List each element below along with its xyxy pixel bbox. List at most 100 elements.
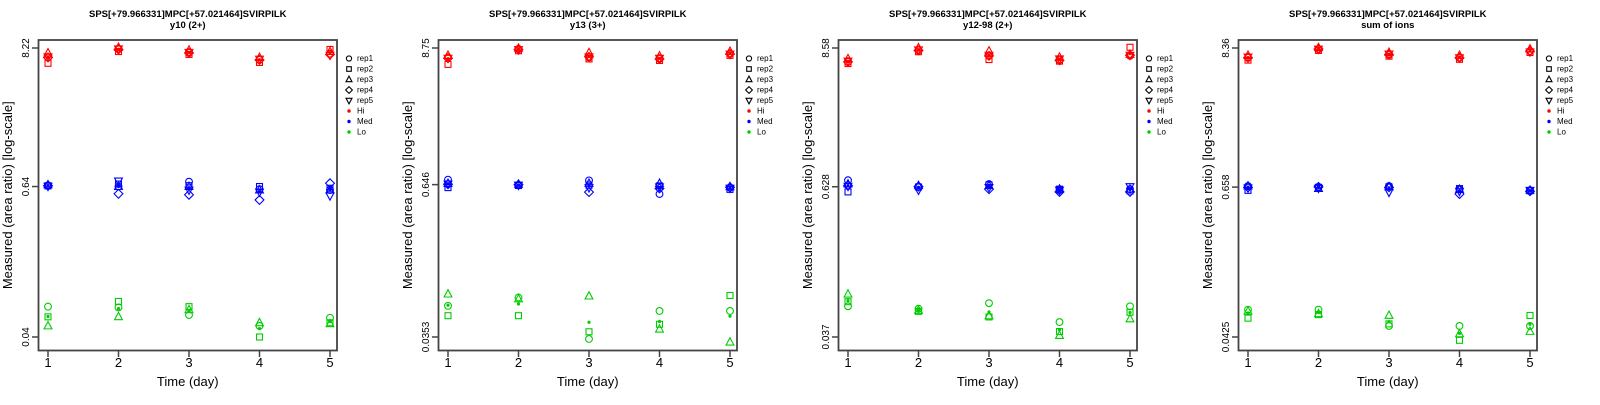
legend-rep5-icon [1545, 97, 1553, 106]
point-lo-rep3-day2 [913, 304, 924, 314]
x-tick-label: 2 [915, 355, 922, 370]
legend-rep4-icon [1544, 85, 1554, 95]
mean-dot-hi-day2 [516, 47, 521, 52]
point-lo-rep3-day1 [443, 288, 453, 298]
legend-rep3-label: rep3 [357, 75, 374, 84]
point-lo-rep3-day3 [184, 304, 194, 314]
point-med-rep3-day2 [513, 178, 524, 188]
point-lo-rep3-day2 [1313, 308, 1324, 318]
mean-dot-lo-day4 [1057, 328, 1062, 332]
point-med-rep3-day4 [1054, 183, 1065, 193]
legend-lo-label: Lo [357, 128, 366, 137]
legend-hi-label: Hi [1157, 107, 1165, 116]
point-hi-rep5-day3 [584, 53, 594, 63]
legend-rep2-label: rep2 [1157, 65, 1174, 74]
point-lo-rep2-day5 [726, 291, 734, 299]
y-tick-label: 8.22 [21, 38, 32, 58]
x-tick-label: 4 [256, 355, 263, 370]
point-med-rep5-day5 [1125, 183, 1135, 193]
point-hi-rep5-day5 [725, 50, 735, 60]
legend-rep3-label: rep3 [1157, 75, 1174, 84]
mean-dot-hi-day3 [587, 54, 591, 59]
point-med-rep3-day1 [443, 177, 453, 187]
x-tick-label: 3 [985, 355, 992, 370]
plot-canvas: SPS[+79.966331]MPC[+57.021464]SVIRPILKy1… [800, 9, 1174, 389]
point-med-rep4-day4 [654, 183, 665, 194]
legend-rep3-icon [1145, 74, 1153, 83]
point-lo-rep3-day5 [325, 318, 335, 328]
point-med-rep3-day5 [725, 181, 735, 191]
point-hi-rep5-day4 [254, 55, 265, 65]
legend-med-label: Med [1157, 117, 1173, 126]
point-hi-rep5-day4 [1054, 55, 1065, 65]
legend-rep3-icon [345, 74, 353, 83]
point-lo-rep3-day3 [584, 290, 594, 300]
legend-med-icon [1547, 119, 1551, 124]
point-hi-rep5-day4 [1454, 54, 1465, 64]
point-lo-rep1-day5 [726, 307, 734, 315]
point-lo-rep2-day1 [1244, 314, 1252, 322]
legend-lo-label: Lo [1557, 128, 1566, 137]
point-lo-rep1-day1 [44, 302, 52, 311]
mean-dot-lo-day5 [1528, 322, 1532, 326]
plot-subtitle: y12-98 (2+) [963, 20, 1012, 31]
plot-title: SPS[+79.966331]MPC[+57.021464]SVIRPILK [489, 9, 687, 20]
legend-rep2-icon [346, 66, 352, 72]
mean-dot-hi-day5 [728, 52, 732, 56]
legend-rep5-icon [345, 97, 353, 106]
point-lo-rep1-day5 [1126, 302, 1134, 311]
point-med-rep3-day1 [43, 179, 53, 189]
legend-rep4-label: rep4 [1557, 86, 1574, 95]
mean-dot-hi-day1 [46, 55, 50, 60]
mean-dot-med-day5 [1128, 187, 1132, 192]
legend-hi-label: Hi [357, 107, 365, 116]
point-med-rep5-day4 [654, 183, 665, 193]
point-lo-rep3-day5 [725, 336, 735, 346]
legend-rep1-icon [745, 55, 753, 62]
mean-dot-hi-day2 [116, 47, 121, 51]
point-med-rep4-day3 [583, 186, 595, 198]
plot-y13-3plus: SPS[+79.966331]MPC[+57.021464]SVIRPILK y1… [400, 0, 800, 400]
mean-dot-med-day5 [728, 186, 732, 190]
point-hi-rep5-day2 [513, 46, 524, 56]
mean-dot-hi-day1 [846, 59, 850, 64]
legend-rep3-label: rep3 [1557, 75, 1574, 84]
point-hi-rep5-day4 [654, 54, 665, 64]
point-med-rep5-day5 [1525, 186, 1535, 196]
mean-dot-lo-day3 [987, 310, 991, 314]
y-axis-label: Measured (area ratio) [log-scale] [0, 101, 15, 289]
point-lo-rep1-day3 [985, 299, 993, 308]
y-tick-label: 8.58 [821, 38, 832, 58]
point-hi-rep5-day1 [1243, 53, 1253, 63]
legend-rep2-icon [1546, 66, 1552, 72]
x-tick-label: 5 [1126, 355, 1133, 370]
legend-med-icon [347, 119, 351, 124]
x-tick-label: 1 [1244, 355, 1251, 370]
x-tick-label: 1 [444, 355, 451, 370]
plot-canvas: SPS[+79.966331]MPC[+57.021464]SVIRPILKsu… [1200, 9, 1574, 389]
point-lo-rep1-day3 [1385, 322, 1393, 330]
legend-lo-label: Lo [1157, 128, 1166, 137]
y-axis-label: Measured (area ratio) [log-scale] [800, 101, 815, 289]
legend-rep2-label: rep2 [757, 65, 774, 74]
mean-dot-lo-day4 [1457, 331, 1462, 335]
point-lo-rep3-day2 [113, 311, 124, 321]
point-med-rep4-day3 [1383, 182, 1395, 193]
plot-y12-98-2plus: SPS[+79.966331]MPC[+57.021464]SVIRPILK y1… [800, 0, 1200, 400]
mean-dot-lo-day1 [846, 299, 850, 303]
point-med-rep4-day3 [183, 189, 195, 200]
plot-title: SPS[+79.966331]MPC[+57.021464]SVIRPILK [889, 9, 1087, 20]
point-med-rep4-day4 [1054, 186, 1065, 198]
legend-rep2-label: rep2 [1557, 65, 1574, 74]
y-axis-label: Measured (area ratio) [log-scale] [400, 101, 415, 289]
point-med-rep5-day5 [725, 184, 735, 194]
mean-dot-med-day1 [846, 184, 850, 188]
x-tick-label: 2 [515, 355, 522, 370]
mean-dot-hi-day3 [1387, 52, 1391, 56]
legend-med-label: Med [757, 117, 773, 126]
point-med-rep5-day1 [1243, 184, 1253, 194]
mean-dot-lo-day5 [328, 319, 332, 324]
x-tick-label: 5 [726, 355, 733, 370]
point-hi-rep5-day5 [1525, 48, 1535, 58]
point-lo-rep3-day2 [513, 293, 524, 303]
